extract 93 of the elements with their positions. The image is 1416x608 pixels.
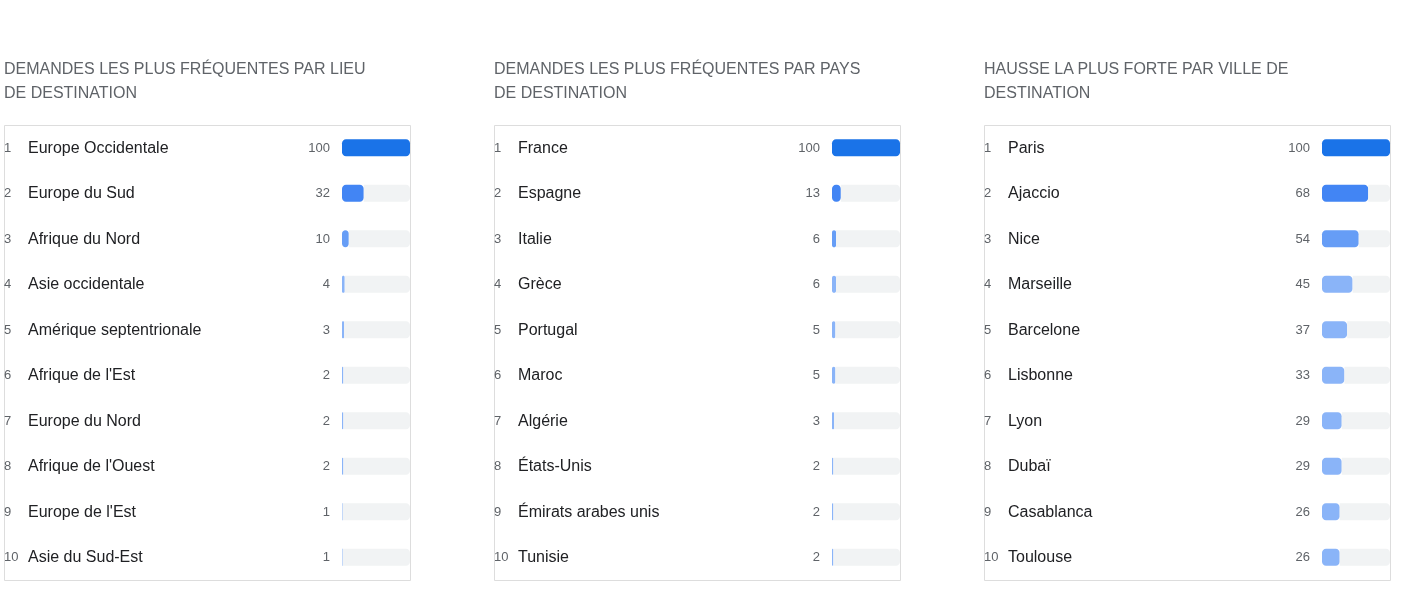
text: 9	[494, 503, 502, 519]
data-label: 29	[1295, 458, 1310, 474]
y-tick-label: Tunisie	[518, 548, 570, 566]
y-tick-label: Grèce	[518, 275, 562, 293]
y-tick-label: Dubaï	[1008, 457, 1052, 475]
data-label: 26	[1295, 549, 1310, 565]
data-label: 100	[308, 139, 330, 155]
data-label: 68	[1295, 185, 1310, 201]
text: 6	[984, 367, 992, 383]
text: 3	[494, 230, 502, 246]
data-label: 54	[1295, 230, 1310, 246]
y-tick-label: Lyon	[1008, 411, 1043, 429]
data-label: 4	[322, 276, 330, 292]
text: 9	[984, 503, 992, 519]
text: 7	[4, 412, 12, 428]
text: 2	[494, 185, 502, 201]
y-tick-label: Italie	[518, 229, 552, 247]
data-label: 2	[812, 549, 820, 565]
data-label: 13	[805, 185, 820, 201]
text: 10	[4, 549, 19, 565]
data-label: 3	[812, 412, 820, 428]
text: 8	[494, 458, 502, 474]
text: 3	[984, 230, 992, 246]
data-label: 1	[322, 503, 330, 519]
data-label: 29	[1295, 412, 1310, 428]
text: 4	[494, 276, 502, 292]
data-label: 3	[322, 321, 330, 337]
data-label: 2	[322, 412, 330, 428]
y-tick-label: Afrique de l'Est	[28, 366, 136, 384]
text: 10	[494, 549, 509, 565]
y-tick-label: Nice	[1008, 229, 1041, 247]
y-tick-label: Lisbonne	[1008, 366, 1074, 384]
y-tick-label: Toulouse	[1008, 548, 1073, 566]
y-tick-label: États-Unis	[518, 456, 592, 475]
data-label: 32	[315, 185, 330, 201]
text: 5	[4, 321, 12, 337]
y-tick-label: Ajaccio	[1008, 184, 1060, 202]
data-label: 5	[812, 367, 820, 383]
y-tick-label: Europe de l'Est	[28, 502, 137, 520]
y-tick-label: Afrique de l'Ouest	[28, 457, 156, 475]
y-tick-label: Casablanca	[1008, 502, 1093, 520]
y-tick-label: Espagne	[518, 184, 582, 202]
data-label: 6	[812, 276, 820, 292]
data-label: 37	[1295, 321, 1310, 337]
data-label: 2	[812, 458, 820, 474]
y-tick-label: Afrique du Nord	[28, 229, 141, 247]
text: 5	[984, 321, 992, 337]
y-tick-label: Maroc	[518, 366, 563, 384]
y-tick-label: Asie du Sud-Est	[28, 548, 144, 566]
text: DEMANDES LES PLUS FRÉQUENTES PAR LIEU DE DESTINATION	[4, 59, 366, 101]
text: 4	[4, 276, 12, 292]
data-label: 26	[1295, 503, 1310, 519]
text: 10	[984, 549, 999, 565]
y-tick-label: Portugal	[518, 320, 578, 338]
y-tick-label: Algérie	[518, 411, 568, 429]
text: 1	[984, 139, 992, 155]
text: DEMANDES LES PLUS FRÉQUENTES PAR PAYS DE DESTINATION	[494, 59, 861, 101]
y-tick-label: Asie occidentale	[28, 275, 145, 293]
data-label: 100	[798, 139, 820, 155]
data-label: 2	[322, 367, 330, 383]
y-tick-label: Barcelone	[1008, 320, 1081, 338]
text: 8	[984, 458, 992, 474]
text: 9	[4, 503, 12, 519]
data-label: 2	[812, 503, 820, 519]
text: 1	[494, 139, 502, 155]
y-tick-label: France	[518, 138, 568, 156]
data-label: 10	[315, 230, 330, 246]
text: 2	[984, 185, 992, 201]
text: 5	[494, 321, 502, 337]
text: 2	[4, 185, 12, 201]
text: 7	[984, 412, 992, 428]
text: 8	[4, 458, 12, 474]
text: 4	[984, 276, 992, 292]
y-tick-label: Émirats arabes unis	[518, 501, 660, 520]
text: 6	[4, 367, 12, 383]
text: 1	[4, 139, 12, 155]
data-label: 100	[1288, 139, 1310, 155]
data-label: 45	[1295, 276, 1310, 292]
y-tick-label: Europe du Nord	[28, 411, 141, 429]
text: HAUSSE LA PLUS FORTE PAR VILLE DE DESTINATION	[984, 60, 1289, 101]
data-label: 33	[1295, 367, 1310, 383]
y-tick-label: Europe Occidentale	[28, 138, 169, 156]
data-label: 5	[812, 321, 820, 337]
y-tick-label: Marseille	[1008, 275, 1073, 293]
text: 3	[4, 230, 12, 246]
text: 7	[494, 412, 502, 428]
data-label: 2	[322, 458, 330, 474]
y-tick-label: Paris	[1008, 138, 1045, 156]
text: 6	[494, 367, 502, 383]
data-label: 6	[812, 230, 820, 246]
y-tick-label: Amérique septentrionale	[28, 320, 202, 338]
y-tick-label: Europe du Sud	[28, 184, 135, 202]
data-label: 1	[322, 549, 330, 565]
